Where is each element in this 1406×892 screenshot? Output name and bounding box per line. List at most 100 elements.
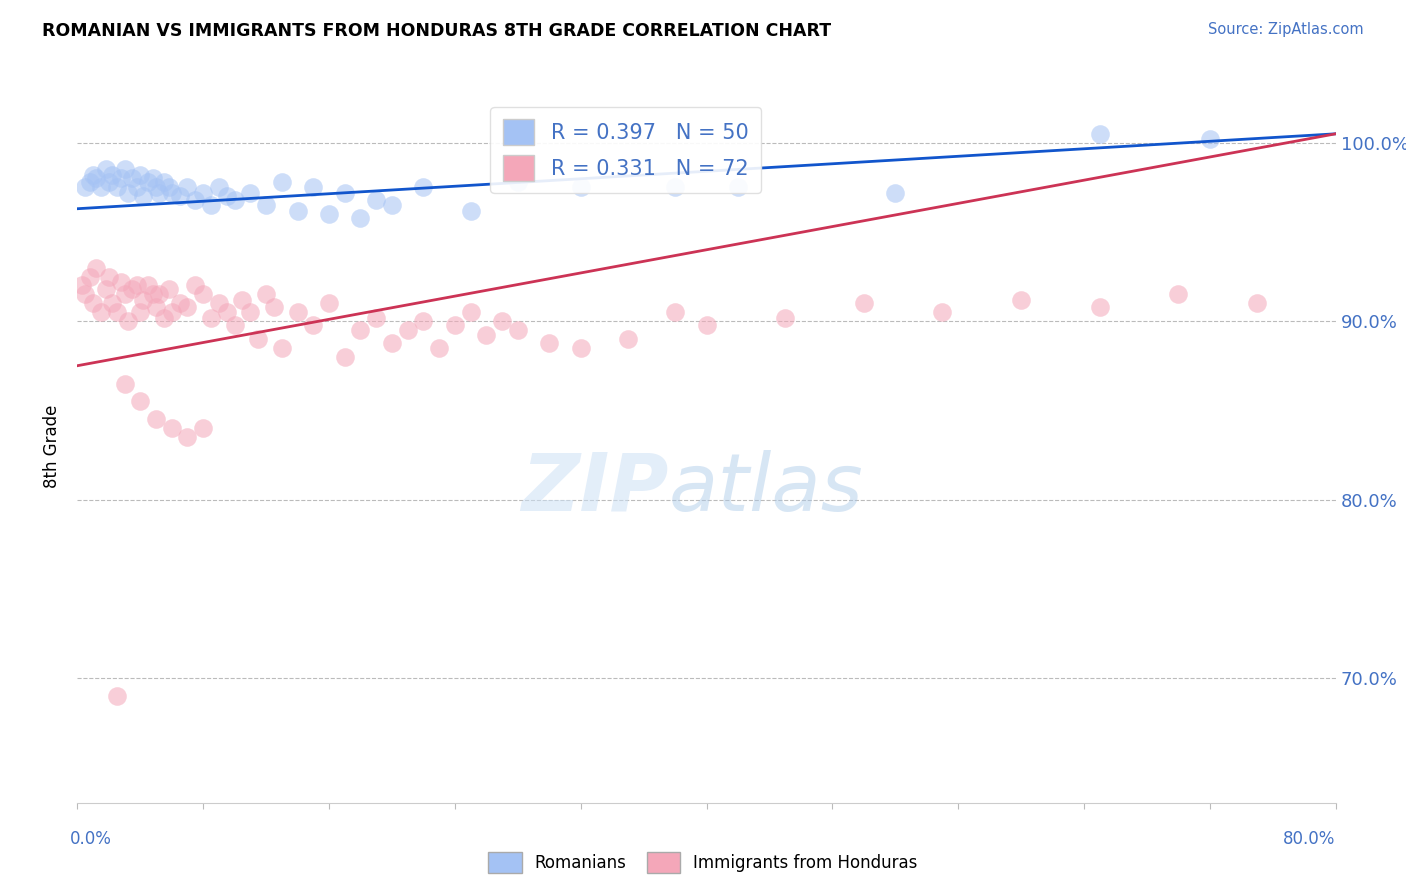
Text: atlas: atlas — [669, 450, 863, 528]
Point — [136, 278, 159, 293]
Point — [110, 275, 132, 289]
Point — [129, 394, 152, 409]
Text: 0.0%: 0.0% — [69, 830, 111, 847]
Point — [412, 314, 434, 328]
Point — [97, 269, 120, 284]
Text: ZIP: ZIP — [522, 450, 669, 528]
Point — [349, 323, 371, 337]
Point — [444, 318, 467, 332]
Point — [1010, 293, 1032, 307]
Point — [664, 180, 686, 194]
Point — [142, 287, 165, 301]
Legend: R = 0.397   N = 50, R = 0.331   N = 72: R = 0.397 N = 50, R = 0.331 N = 72 — [491, 107, 761, 193]
Point — [176, 180, 198, 194]
Point — [84, 260, 107, 275]
Point — [101, 296, 124, 310]
Point — [381, 198, 404, 212]
Point — [191, 287, 215, 301]
Point — [169, 296, 191, 310]
Point — [506, 175, 529, 189]
Point — [1246, 296, 1268, 310]
Point — [215, 189, 238, 203]
Point — [427, 341, 450, 355]
Point — [79, 269, 101, 284]
Point — [460, 305, 482, 319]
Point — [254, 287, 277, 301]
Point — [148, 287, 170, 301]
Point — [506, 323, 529, 337]
Point — [696, 318, 718, 332]
Point — [1088, 127, 1111, 141]
Point — [852, 296, 875, 310]
Point — [136, 175, 159, 189]
Point — [90, 180, 112, 194]
Point — [82, 296, 104, 310]
Point — [884, 186, 907, 200]
Point — [270, 175, 292, 189]
Point — [127, 278, 149, 293]
Point — [1167, 287, 1189, 301]
Point — [254, 198, 277, 212]
Point — [569, 180, 592, 194]
Point — [302, 180, 325, 194]
Point — [208, 180, 231, 194]
Point — [157, 180, 180, 194]
Point — [333, 186, 356, 200]
Text: ROMANIAN VS IMMIGRANTS FROM HONDURAS 8TH GRADE CORRELATION CHART: ROMANIAN VS IMMIGRANTS FROM HONDURAS 8TH… — [42, 22, 831, 40]
Point — [191, 421, 215, 435]
Point — [302, 318, 325, 332]
Point — [208, 296, 231, 310]
Point — [75, 180, 97, 194]
Point — [727, 180, 749, 194]
Point — [75, 287, 97, 301]
Point — [184, 278, 207, 293]
Point — [94, 282, 117, 296]
Point — [176, 300, 198, 314]
Point — [366, 193, 388, 207]
Point — [617, 332, 640, 346]
Point — [1088, 300, 1111, 314]
Point — [318, 296, 340, 310]
Point — [129, 168, 152, 182]
Point — [231, 293, 253, 307]
Point — [538, 335, 561, 350]
Point — [114, 287, 136, 301]
Point — [121, 282, 143, 296]
Point — [239, 186, 262, 200]
Point — [157, 282, 180, 296]
Point — [145, 412, 167, 426]
Point — [160, 421, 183, 435]
Point — [287, 305, 309, 319]
Point — [176, 430, 198, 444]
Point — [117, 314, 139, 328]
Point — [247, 332, 270, 346]
Point — [396, 323, 419, 337]
Point — [101, 168, 124, 182]
Point — [114, 162, 136, 177]
Point — [460, 203, 482, 218]
Point — [224, 193, 246, 207]
Point — [145, 180, 167, 194]
Point — [224, 318, 246, 332]
Point — [127, 180, 149, 194]
Point — [79, 175, 101, 189]
Y-axis label: 8th Grade: 8th Grade — [44, 404, 62, 488]
Point — [215, 305, 238, 319]
Point — [145, 300, 167, 314]
Point — [349, 211, 371, 225]
Point — [184, 193, 207, 207]
Point — [160, 305, 183, 319]
Point — [94, 162, 117, 177]
Point — [129, 305, 152, 319]
Point — [114, 376, 136, 391]
Point — [239, 305, 262, 319]
Point — [90, 305, 112, 319]
Point — [97, 175, 120, 189]
Point — [148, 186, 170, 200]
Point — [117, 186, 139, 200]
Point — [70, 278, 93, 293]
Point — [287, 203, 309, 218]
Point — [132, 189, 155, 203]
Point — [153, 175, 176, 189]
Point — [153, 310, 176, 325]
